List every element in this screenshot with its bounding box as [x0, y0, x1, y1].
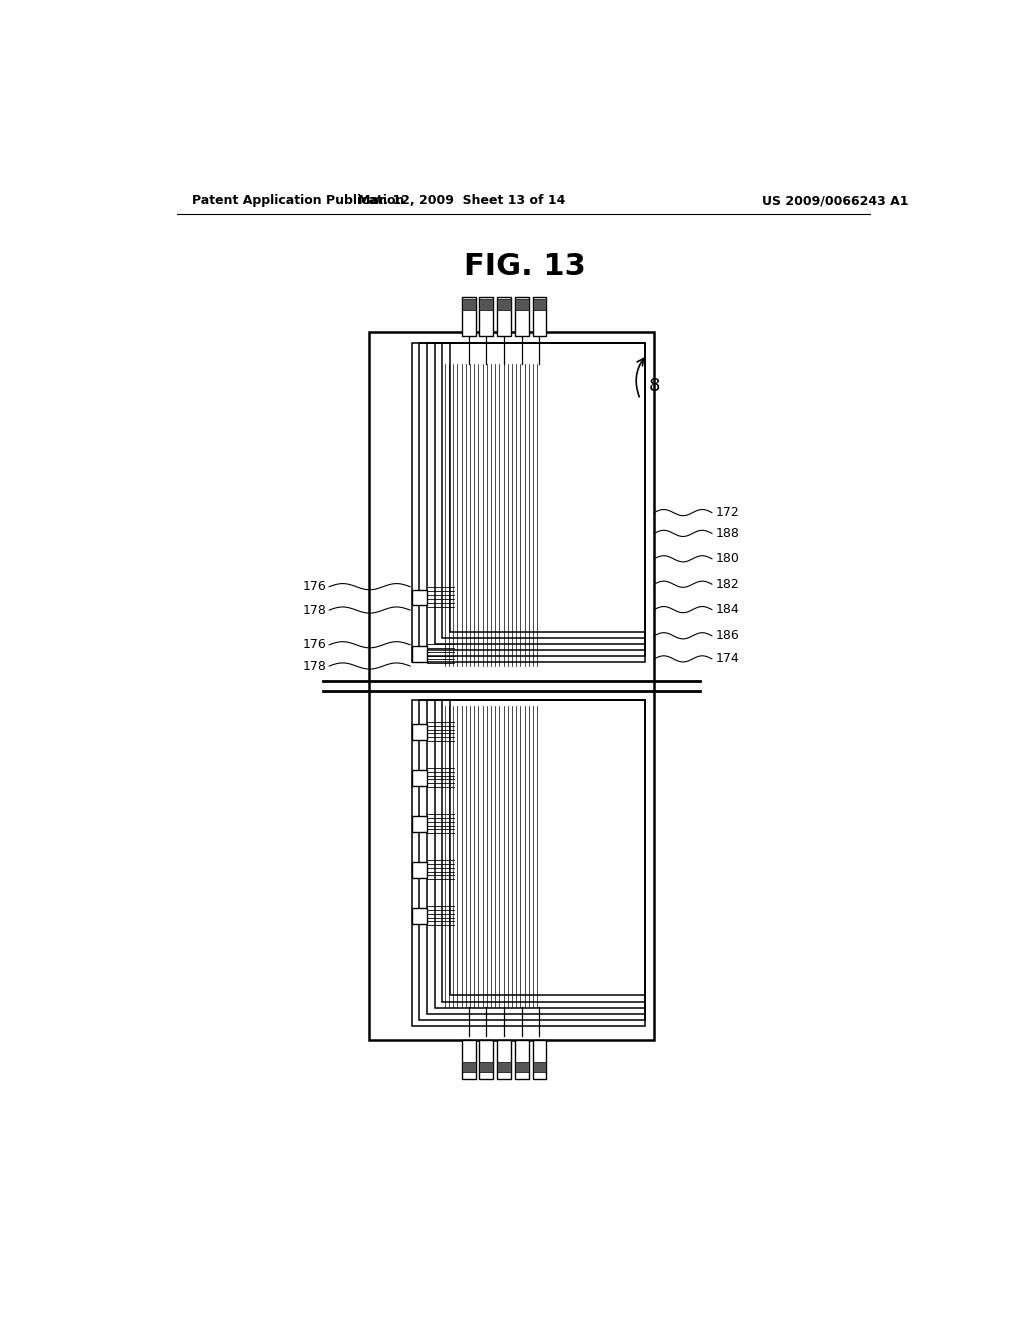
Bar	[435, 700, 645, 1007]
Bar	[462, 1061, 475, 1072]
Bar	[412, 816, 427, 832]
Text: 176: 176	[303, 639, 327, 651]
Text: US 2009/0066243 A1: US 2009/0066243 A1	[762, 194, 908, 207]
Text: 178: 178	[303, 603, 327, 616]
Bar	[532, 297, 547, 335]
Bar	[497, 1061, 511, 1072]
Bar	[412, 862, 427, 878]
Bar	[427, 343, 645, 651]
Bar	[497, 297, 511, 335]
Bar	[412, 908, 427, 924]
Bar	[532, 1040, 547, 1078]
Text: 184: 184	[716, 603, 739, 616]
Text: 178: 178	[303, 660, 327, 672]
Bar	[497, 300, 511, 310]
Text: 174: 174	[716, 652, 739, 665]
Bar	[479, 300, 494, 310]
Bar	[412, 343, 645, 663]
Bar	[515, 1040, 528, 1078]
Bar	[435, 343, 645, 644]
Bar	[412, 590, 427, 605]
Bar	[412, 647, 427, 661]
Bar	[479, 1040, 494, 1078]
Bar	[370, 331, 654, 1040]
Text: 188: 188	[716, 527, 739, 540]
Bar	[442, 343, 645, 638]
Bar	[442, 700, 645, 1002]
Text: 176: 176	[303, 581, 327, 593]
Bar	[451, 343, 645, 632]
Text: 182: 182	[716, 578, 739, 591]
Text: Mar. 12, 2009  Sheet 13 of 14: Mar. 12, 2009 Sheet 13 of 14	[358, 194, 565, 207]
Bar	[515, 1061, 528, 1072]
Bar	[427, 700, 645, 1014]
Bar	[532, 300, 547, 310]
Text: 8: 8	[648, 376, 659, 395]
Bar	[515, 297, 528, 335]
Bar	[412, 725, 427, 739]
Bar	[412, 700, 645, 1026]
Bar	[412, 771, 427, 785]
Bar	[462, 297, 475, 335]
Bar	[462, 300, 475, 310]
Bar	[479, 297, 494, 335]
Bar	[532, 1061, 547, 1072]
Bar	[497, 1040, 511, 1078]
FancyArrowPatch shape	[636, 359, 644, 397]
Bar	[451, 700, 645, 995]
Text: 172: 172	[716, 506, 739, 519]
Bar	[419, 343, 645, 656]
Text: FIG. 13: FIG. 13	[464, 252, 586, 281]
Text: 180: 180	[716, 552, 739, 565]
Text: Patent Application Publication: Patent Application Publication	[193, 194, 404, 207]
Bar	[419, 700, 645, 1020]
Bar	[479, 1061, 494, 1072]
Bar	[462, 1040, 475, 1078]
Text: 186: 186	[716, 630, 739, 643]
Bar	[515, 300, 528, 310]
